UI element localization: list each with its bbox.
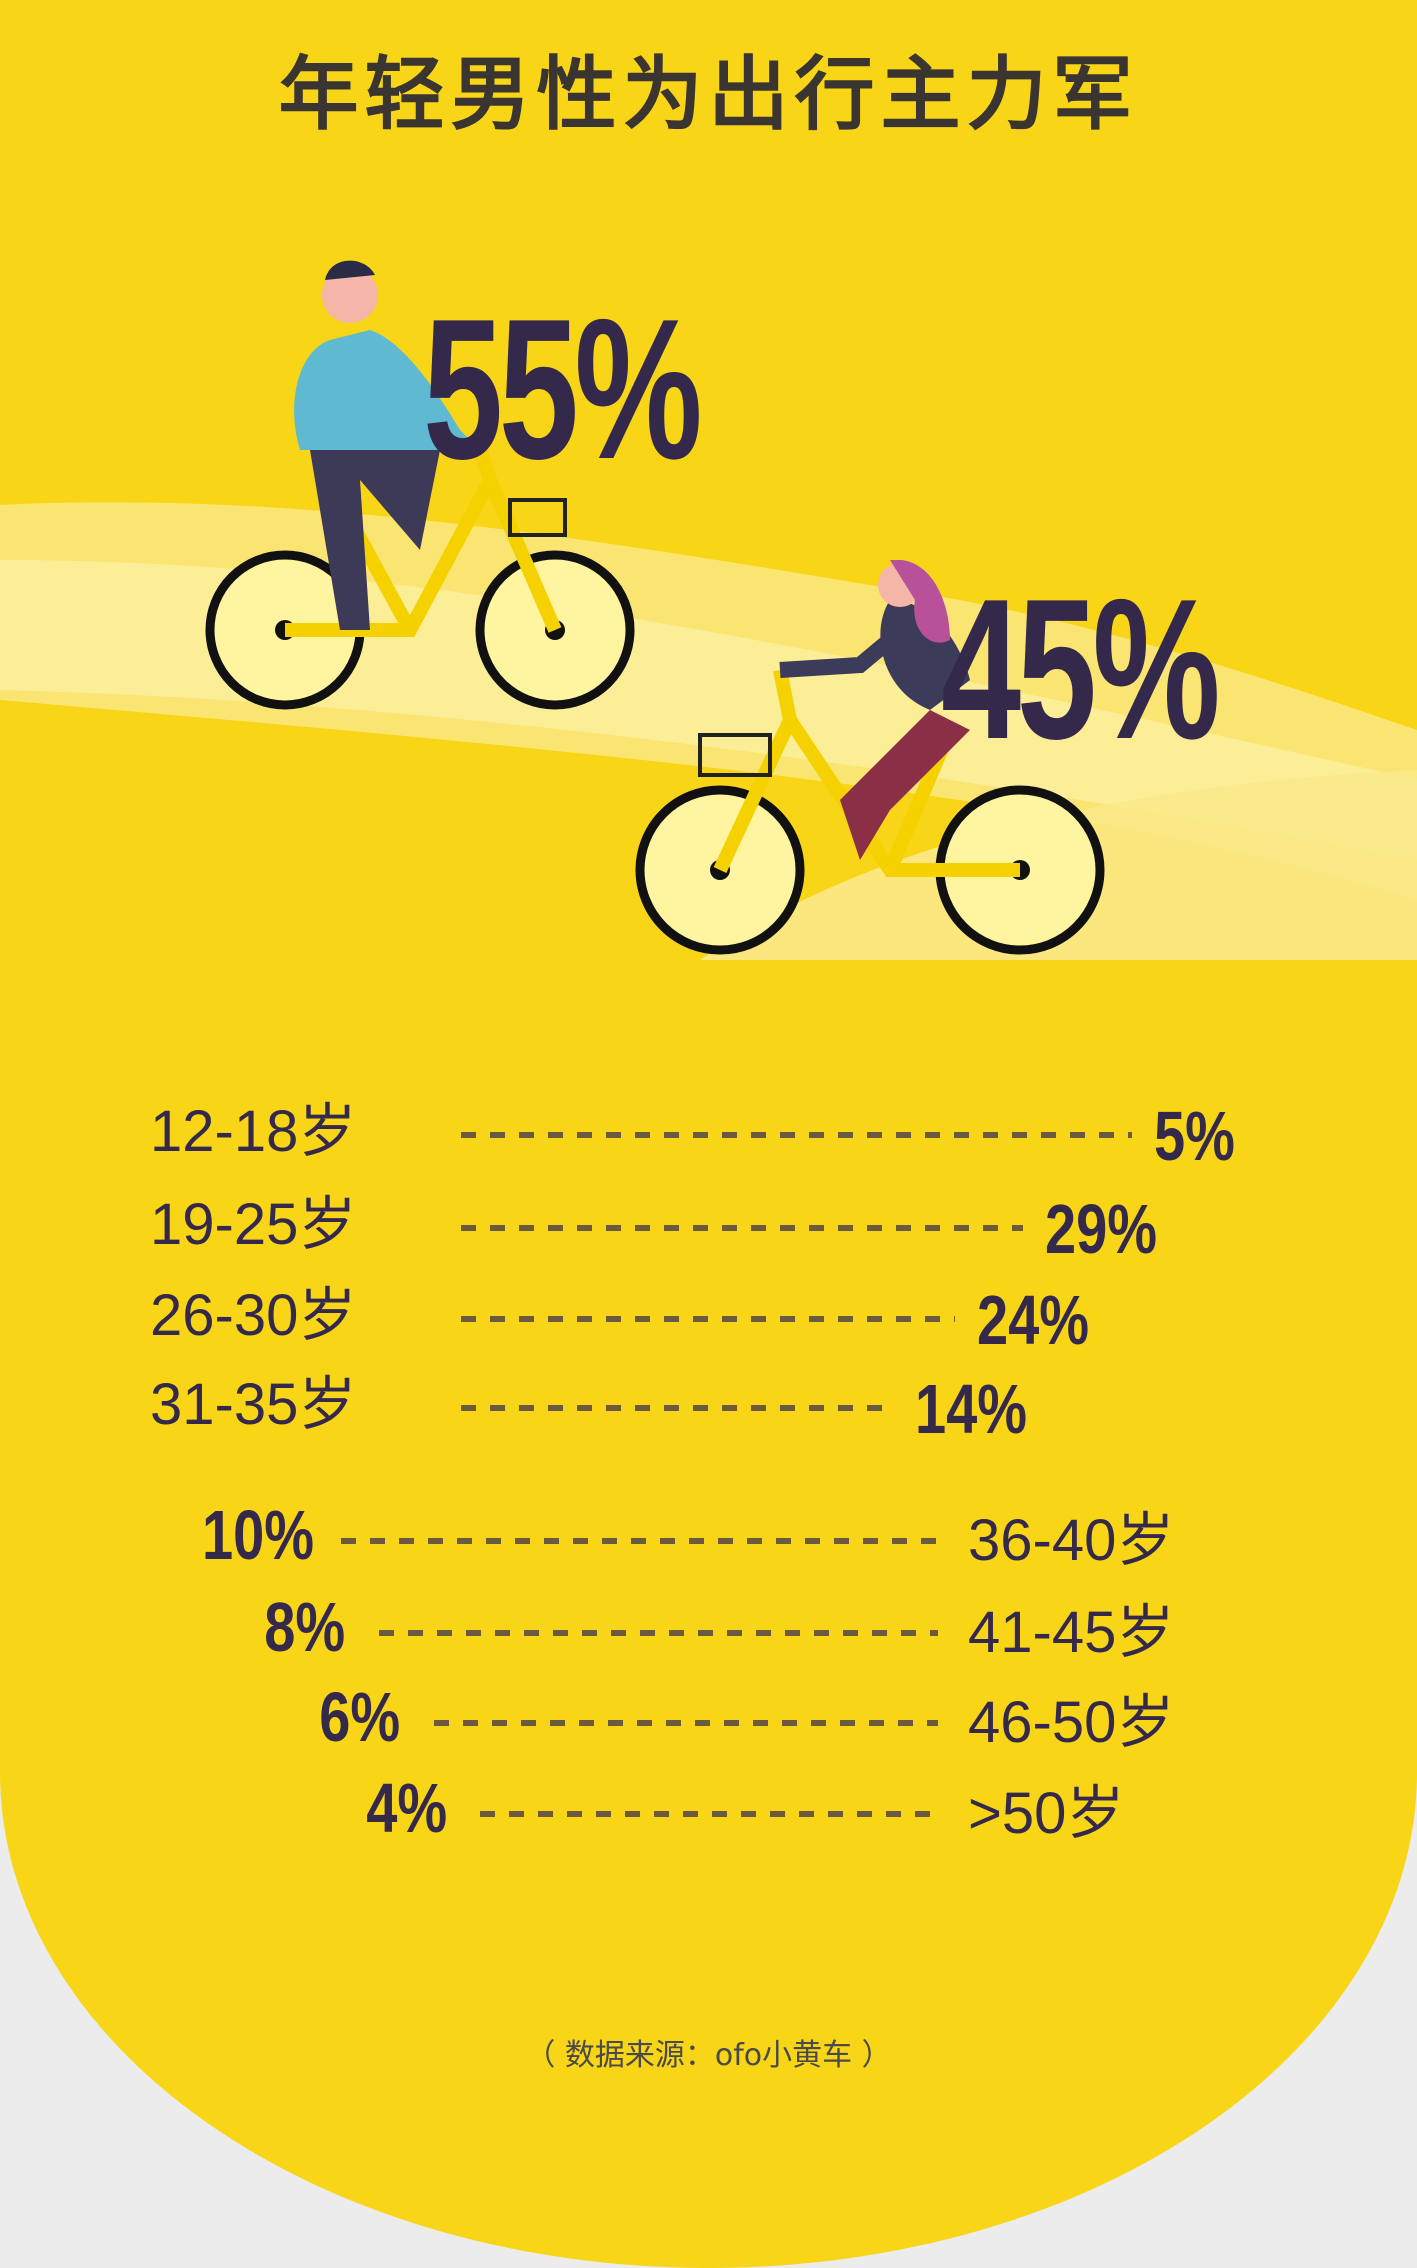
- man-on-bike-illustration: [205, 260, 635, 710]
- dot-leader: [434, 1720, 938, 1726]
- value-label: 8%: [264, 1588, 345, 1666]
- value-label: 5%: [1154, 1097, 1235, 1175]
- age-label: >50岁: [968, 1781, 1125, 1846]
- dot-leader: [461, 1405, 893, 1411]
- age-label: 41-45岁: [968, 1600, 1175, 1665]
- value-label: 4%: [366, 1769, 447, 1847]
- female-percentage: 45%: [941, 558, 1221, 781]
- value-label: 14%: [915, 1370, 1028, 1448]
- age-label: 46-50岁: [968, 1690, 1175, 1755]
- dot-leader: [461, 1132, 1132, 1138]
- value-label: 6%: [319, 1678, 400, 1756]
- data-source: （ 数据来源：ofo小黄车 ）: [525, 2038, 892, 2073]
- dot-leader: [379, 1630, 938, 1636]
- age-label: 26-30岁: [150, 1283, 357, 1348]
- age-label: 31-35岁: [150, 1372, 357, 1437]
- age-label: 19-25岁: [150, 1192, 357, 1257]
- age-label: 12-18岁: [150, 1099, 357, 1164]
- male-percentage: 55%: [423, 278, 703, 501]
- page-title: 年轻男性为出行主力军: [278, 48, 1139, 141]
- value-label: 10%: [201, 1496, 314, 1574]
- woman-on-bike-illustration: [635, 560, 1105, 955]
- dot-leader: [461, 1316, 955, 1322]
- value-label: 24%: [977, 1281, 1090, 1359]
- value-label: 29%: [1045, 1190, 1158, 1268]
- age-label: 36-40岁: [968, 1508, 1175, 1573]
- dot-leader: [480, 1811, 938, 1817]
- dot-leader: [461, 1225, 1023, 1231]
- dot-leader: [341, 1538, 938, 1544]
